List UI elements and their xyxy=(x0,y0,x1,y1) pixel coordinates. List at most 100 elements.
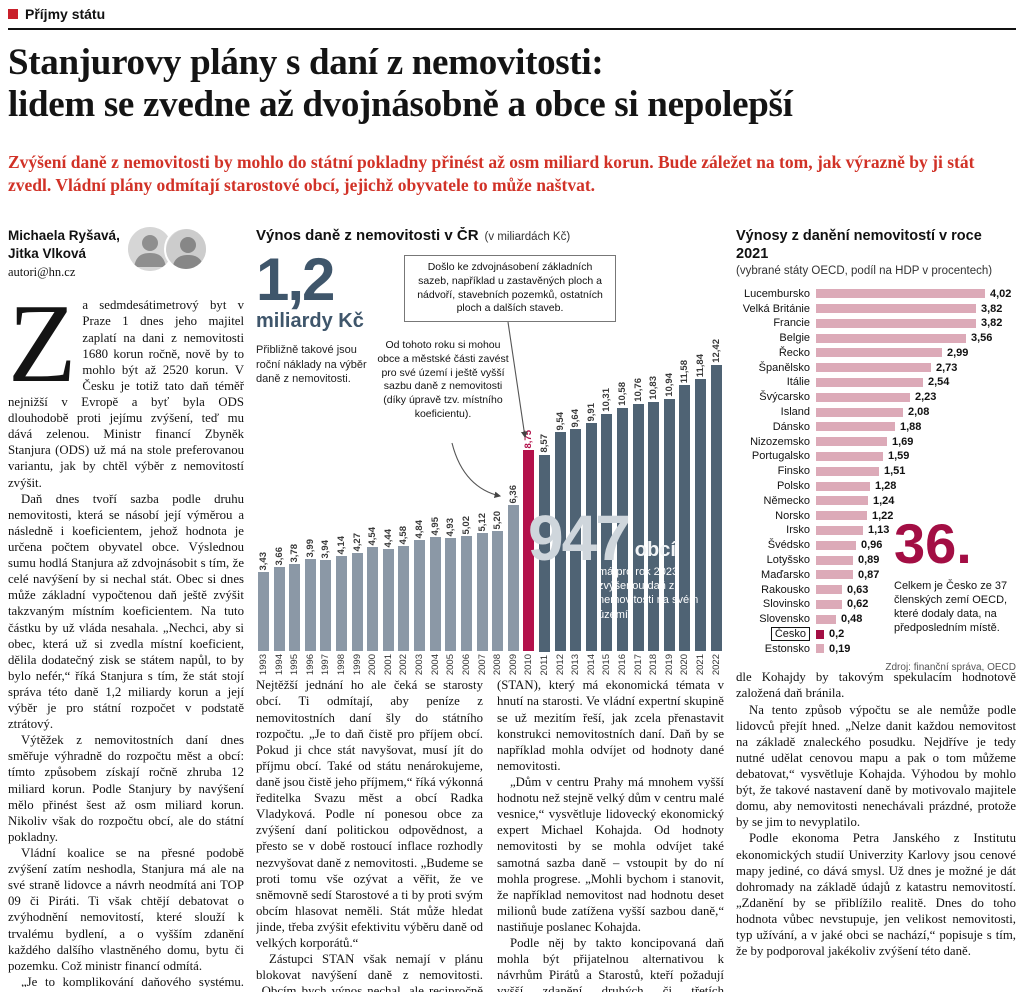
cz-revenue-chart: Výnos daně z nemovitosti v ČR (v miliard… xyxy=(256,227,724,677)
oecd-row-Estonsko: Estonsko 0,19 xyxy=(764,642,851,655)
revenue-bar-2004: 4,95 2004 xyxy=(429,516,441,676)
right-column: Výnosy z danění nemovitostí v roce 2021 … xyxy=(736,227,1016,992)
revenue-bar-2019: 10,94 2019 xyxy=(663,373,675,676)
oecd-row-Portugalsko: Portugalsko 1,59 xyxy=(751,450,910,463)
drop-cap: Z xyxy=(8,297,77,407)
author-email[interactable]: autori@hn.cz xyxy=(8,265,76,280)
headline: Stanjurovy plány s daní z nemovitosti: l… xyxy=(8,42,1016,126)
revenue-bar-1998: 4,14 1998 xyxy=(336,535,348,676)
article-paragraph: dle Kohajdy by takovým spekulacím hodnot… xyxy=(736,670,1016,701)
middle-text-columns: Nejtěžší jednání ho ale čeká se starosty… xyxy=(256,677,724,992)
revenue-bar-2011: 8,57 2011 xyxy=(538,434,550,676)
oecd-chart: Výnosy z danění nemovitostí v roce 2021 … xyxy=(736,227,1016,673)
article-paragraph: „Je to komplikování daňového systému. Má… xyxy=(21,974,244,988)
subhead: Zvýšení daně z nemovitosti by mohlo do s… xyxy=(8,152,975,196)
collection-cost-note: Přibližně takové jsou roční náklady na v… xyxy=(256,344,367,385)
kicker-square-icon xyxy=(8,9,18,19)
byline: Michaela Ryšavá, Jitka Vlková autori@hn.… xyxy=(8,227,244,297)
revenue-bar-2017: 10,76 2017 xyxy=(632,378,644,676)
author-names: Michaela Ryšavá, Jitka Vlková xyxy=(8,227,120,262)
article-paragraph: Nejtěžší jednání ho ale čeká se starosty… xyxy=(256,678,483,951)
ranking-number: 36. xyxy=(894,512,972,576)
oecd-row-Maďarsko: Maďarsko 0,87 xyxy=(761,568,880,581)
article-paragraph: Vládní koalice se na přesné podobě zvýše… xyxy=(8,846,244,973)
collection-cost-block: 1,2 miliardy Kč Přibližně takové jsou ro… xyxy=(256,246,376,386)
revenue-bar-1999: 4,27 1999 xyxy=(351,532,363,676)
article-paragraph: Výtěžek z nemovitostních daní dnes směřu… xyxy=(8,733,244,844)
revenue-bar-2000: 4,54 2000 xyxy=(367,526,379,676)
revenue-bar-2018: 10,83 2018 xyxy=(648,376,660,676)
oecd-chart-title: Výnosy z danění nemovitostí v roce 2021 xyxy=(736,228,982,263)
oecd-row-Dánsko: Dánsko 1,88 xyxy=(772,420,922,433)
oecd-row-Nizozemsko: Nizozemsko 1,69 xyxy=(750,435,914,448)
chart-source: Zdroj: finanční správa, OECD xyxy=(885,662,1016,674)
revenue-bar-1997: 3,94 1997 xyxy=(320,539,332,676)
oecd-row-Švýcarsko: Švýcarsko 2,23 xyxy=(759,391,937,404)
revenue-bar-2010: 8,75 2010 xyxy=(523,429,535,676)
oecd-row-Česko: Česko 0,2 xyxy=(736,626,1016,642)
collection-cost-unit: miliardy Kč xyxy=(256,310,364,333)
revenue-bar-2021: 11,84 2021 xyxy=(695,353,707,676)
revenue-bar-1996: 3,99 1996 xyxy=(304,538,316,676)
oecd-row-Lotyšsko: Lotyšsko 0,89 xyxy=(766,554,880,567)
oecd-row-Velká Británie: Velká Británie 3,82 xyxy=(742,302,1003,315)
main-content: Michaela Ryšavá, Jitka Vlková autori@hn.… xyxy=(8,227,1016,992)
revenue-bar-2002: 4,58 2002 xyxy=(398,525,410,676)
person-silhouette-icon xyxy=(166,229,206,270)
revenue-bar-2016: 10,58 2016 xyxy=(617,382,629,676)
revenue-bar-2001: 4,44 2001 xyxy=(382,528,394,676)
revenue-bar-2015: 10,31 2015 xyxy=(601,388,613,676)
oecd-row-Německo: Německo 1,24 xyxy=(763,494,895,507)
article-paragraph: Daň dnes tvoří sazba podle druhu nemovit… xyxy=(8,491,244,732)
revenue-bar-2006: 5,02 2006 xyxy=(460,515,472,676)
revenue-bar-2022: 12,42 2022 xyxy=(710,339,722,676)
revenue-bar-2005: 4,93 2005 xyxy=(445,517,457,676)
ranking-note: Celkem je Česko ze 37 členských zemí OEC… xyxy=(894,579,1008,635)
section-label: Příjmy státu xyxy=(25,6,106,22)
article-paragraph: Podle něj by takto koncipovaná daň mohla… xyxy=(497,936,724,993)
revenue-bar-2003: 4,84 2003 xyxy=(414,519,426,676)
article-column-3: (STAN), který má ekonomická témata v hnu… xyxy=(497,677,724,992)
callout-local-coefficient: Od tohoto roku si mohou obce a městské č… xyxy=(377,339,509,420)
revenue-bar-2012: 9,54 2012 xyxy=(554,411,566,676)
oecd-row-Slovinsko: Slovinsko 0,62 xyxy=(762,598,869,611)
article-paragraph: Na tento způsob výpočtu se ale nemůže po… xyxy=(736,702,1016,830)
revenue-bar-1995: 3,78 1995 xyxy=(289,543,301,676)
ranking-block: 36. Celkem je Česko ze 37 členských zemí… xyxy=(894,512,1016,635)
middle-column: Výnos daně z nemovitosti v ČR (v miliard… xyxy=(256,227,724,992)
person-silhouette-icon xyxy=(128,227,172,272)
oecd-row-Švédsko: Švédsko 0,96 xyxy=(767,539,883,552)
oecd-row-Irsko: Irsko 1,13 xyxy=(786,524,890,537)
article-column-4: dle Kohajdy by takovým spekulacím hodnot… xyxy=(736,669,1016,992)
oecd-row-Norsko: Norsko 1,22 xyxy=(775,509,894,522)
oecd-chart-header: Výnosy z danění nemovitostí v roce 2021 … xyxy=(736,227,1016,277)
callout-rate-doubling: Došlo ke zdvojnásobení základních sazeb,… xyxy=(404,255,616,322)
oecd-row-Polsko: Polsko 1,28 xyxy=(776,480,897,493)
revenue-bar-2013: 9,64 2013 xyxy=(570,408,582,676)
headline-line-1: Stanjurovy plány s daní z nemovitosti: xyxy=(8,42,604,83)
article-paragraph: Podle ekonoma Petra Janského z Institutu… xyxy=(736,831,1016,959)
oecd-row-Francie: Francie 3,82 xyxy=(773,317,1003,330)
author-1: Michaela Ryšavá, xyxy=(8,228,120,244)
revenue-bar-2014: 9,91 2014 xyxy=(585,402,597,676)
revenue-bar-2008: 5,20 2008 xyxy=(492,510,504,676)
oecd-row-Finsko: Finsko 1,51 xyxy=(777,465,906,478)
oecd-row-Lucembursko: Lucembursko 4,02 xyxy=(743,287,1012,300)
oecd-row-Slovensko: Slovensko 0,48 xyxy=(759,613,863,626)
oecd-row-Řecko: Řecko 2,99 xyxy=(778,346,969,359)
collection-cost-number: 1,2 xyxy=(256,246,335,314)
byline-text: Michaela Ryšavá, Jitka Vlková autori@hn.… xyxy=(8,227,120,280)
revenue-bar-1993: 3,43 1993 xyxy=(258,551,269,676)
article-paragraph: (STAN), který má ekonomická témata v hnu… xyxy=(497,678,724,773)
oecd-row-Island: Island 2,08 xyxy=(780,406,930,419)
revenue-bar-2020: 11,58 2020 xyxy=(679,359,691,676)
headline-line-2: lidem se zvedne až dvojnásobně a obce si… xyxy=(8,84,793,126)
oecd-chart-subtitle: (vybrané státy OECD, podíl na HDP v proc… xyxy=(736,265,993,278)
cz-chart-title-row: Výnos daně z nemovitosti v ČR (v miliard… xyxy=(256,227,724,244)
oecd-row-Itálie: Itálie 2,54 xyxy=(786,376,950,389)
left-column: Michaela Ryšavá, Jitka Vlková autori@hn.… xyxy=(8,227,244,992)
revenue-bars: 3,43 1993 3,66 1994 3,78 1995 3,99 1996 3,94 1997… xyxy=(256,339,724,675)
